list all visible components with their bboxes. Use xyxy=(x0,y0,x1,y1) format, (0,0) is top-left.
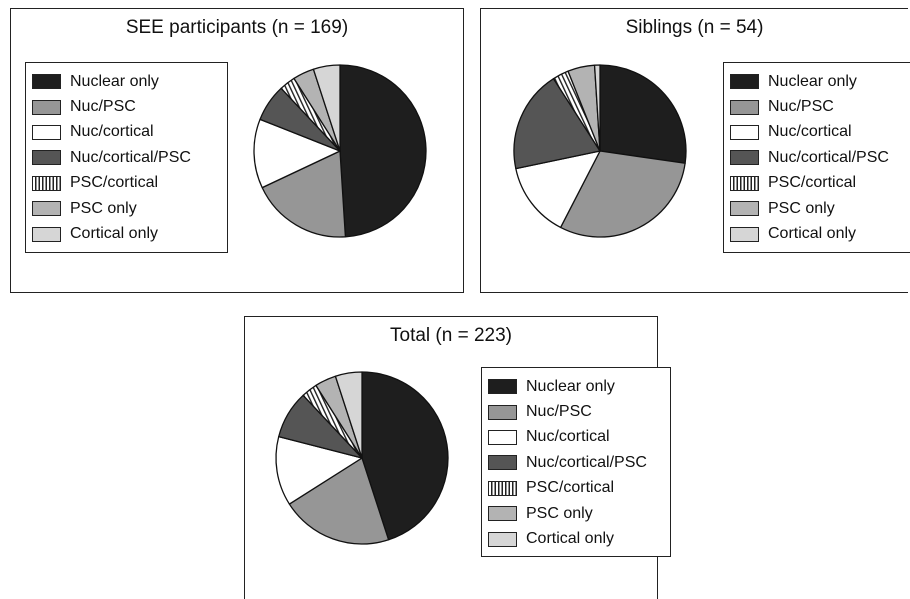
legend-item-cortical-only: Cortical only xyxy=(32,221,227,246)
chart-panel-siblings: Siblings (n = 54) Nuclear only Nuc/PSC N… xyxy=(480,8,910,293)
legend-item-nuc-psc: Nuc/PSC xyxy=(730,94,910,119)
legend-swatch xyxy=(730,99,759,115)
legend-label: PSC/cortical xyxy=(526,479,615,497)
pie-slice-nuc-cortical-psc xyxy=(513,78,601,170)
legend-item-psc-only: PSC only xyxy=(730,196,910,221)
legend-label: Nuc/cortical/PSC xyxy=(70,148,191,166)
legend-item-nuc-psc: Nuc/PSC xyxy=(32,94,227,119)
legend-label: Nuc/PSC xyxy=(526,403,592,421)
legend-swatch xyxy=(32,74,61,90)
pie-slice-nuc-cortical xyxy=(515,150,601,229)
legend-swatch xyxy=(488,480,517,496)
chart-legend: Nuclear only Nuc/PSC Nuc/cortical Nuc/co… xyxy=(723,62,910,253)
pie-slice-nuc-psc xyxy=(261,150,347,238)
pie-chart xyxy=(253,64,427,238)
legend-label: PSC only xyxy=(70,199,137,217)
legend-item-cortical-only: Cortical only xyxy=(488,526,670,551)
legend-swatch xyxy=(32,175,61,191)
pie-slice-cortical-only xyxy=(593,64,601,152)
legend-label: Nuc/PSC xyxy=(768,98,834,116)
legend-swatch xyxy=(730,74,759,90)
pie-slice-nuc-psc xyxy=(288,457,390,545)
pie-slice-cortical-only xyxy=(312,64,341,152)
legend-label: Nuc/cortical xyxy=(526,428,610,446)
legend-swatch xyxy=(488,531,517,547)
pie-chart xyxy=(275,371,449,545)
legend-swatch xyxy=(488,429,517,445)
legend-item-nuc-cortical: Nuc/cortical xyxy=(32,120,227,145)
legend-item-psc-cortical: PSC/cortical xyxy=(730,171,910,196)
chart-legend: Nuclear only Nuc/PSC Nuc/cortical Nuc/co… xyxy=(481,367,671,557)
legend-swatch xyxy=(730,124,759,140)
legend-item-psc-cortical: PSC/cortical xyxy=(488,476,670,501)
chart-legend: Nuclear only Nuc/PSC Nuc/cortical Nuc/co… xyxy=(25,62,228,253)
pie-slice-nuc-cortical xyxy=(253,118,341,189)
legend-swatch xyxy=(488,455,517,471)
legend-swatch xyxy=(488,506,517,522)
pie-slice-nuclear-only xyxy=(599,64,687,164)
legend-label: Nuc/PSC xyxy=(70,98,136,116)
chart-title: Siblings (n = 54) xyxy=(625,17,764,38)
legend-item-nuc-cortical: Nuc/cortical xyxy=(730,120,910,145)
legend-item-nuclear-only: Nuclear only xyxy=(488,374,670,399)
legend-item-psc-only: PSC only xyxy=(488,501,670,526)
legend-item-nuclear-only: Nuclear only xyxy=(32,69,227,94)
pie-slice-cortical-only xyxy=(334,371,363,459)
legend-item-nuc-psc: Nuc/PSC xyxy=(488,399,670,424)
chart-title: Total (n = 223) xyxy=(390,325,512,346)
legend-swatch xyxy=(730,201,759,217)
pie-slice-nuc-psc xyxy=(559,150,686,238)
legend-swatch xyxy=(730,175,759,191)
legend-swatch xyxy=(32,150,61,166)
legend-swatch xyxy=(730,150,759,166)
legend-swatch xyxy=(488,404,517,420)
legend-label: Nuclear only xyxy=(768,72,857,90)
legend-item-nuc-cortical-psc: Nuc/cortical/PSC xyxy=(32,145,227,170)
legend-item-cortical-only: Cortical only xyxy=(730,221,910,246)
legend-label: Cortical only xyxy=(70,225,159,243)
legend-label: Nuc/cortical/PSC xyxy=(526,453,647,471)
legend-swatch xyxy=(32,226,61,242)
pie-slice-nuclear-only xyxy=(339,64,427,238)
legend-label: Nuc/cortical xyxy=(70,123,154,141)
legend-item-nuclear-only: Nuclear only xyxy=(730,69,910,94)
legend-swatch xyxy=(730,226,759,242)
legend-swatch xyxy=(32,99,61,115)
legend-item-nuc-cortical-psc: Nuc/cortical/PSC xyxy=(730,145,910,170)
legend-label: Nuc/cortical xyxy=(768,123,852,141)
chart-panel-see: SEE participants (n = 169) Nuclear only … xyxy=(10,8,464,293)
pie-slice-nuc-cortical xyxy=(275,435,363,505)
legend-label: Nuc/cortical/PSC xyxy=(768,148,889,166)
legend-swatch xyxy=(32,201,61,217)
legend-label: Cortical only xyxy=(768,225,857,243)
legend-item-psc-cortical: PSC/cortical xyxy=(32,171,227,196)
legend-label: PSC only xyxy=(526,504,593,522)
chart-panel-total: Total (n = 223) Nuclear only Nuc/PSC Nuc… xyxy=(244,316,671,599)
pie-chart xyxy=(513,64,687,238)
legend-swatch xyxy=(488,379,517,395)
legend-item-nuc-cortical: Nuc/cortical xyxy=(488,425,670,450)
legend-label: PSC/cortical xyxy=(70,174,159,192)
legend-item-psc-only: PSC only xyxy=(32,196,227,221)
pie-slice-nuclear-only xyxy=(361,371,449,541)
legend-label: PSC/cortical xyxy=(768,174,857,192)
legend-label: PSC only xyxy=(768,199,835,217)
legend-label: Cortical only xyxy=(526,530,615,548)
legend-label: Nuclear only xyxy=(526,377,615,395)
legend-swatch xyxy=(32,124,61,140)
chart-title: SEE participants (n = 169) xyxy=(125,17,349,38)
legend-item-nuc-cortical-psc: Nuc/cortical/PSC xyxy=(488,450,670,475)
legend-label: Nuclear only xyxy=(70,72,159,90)
